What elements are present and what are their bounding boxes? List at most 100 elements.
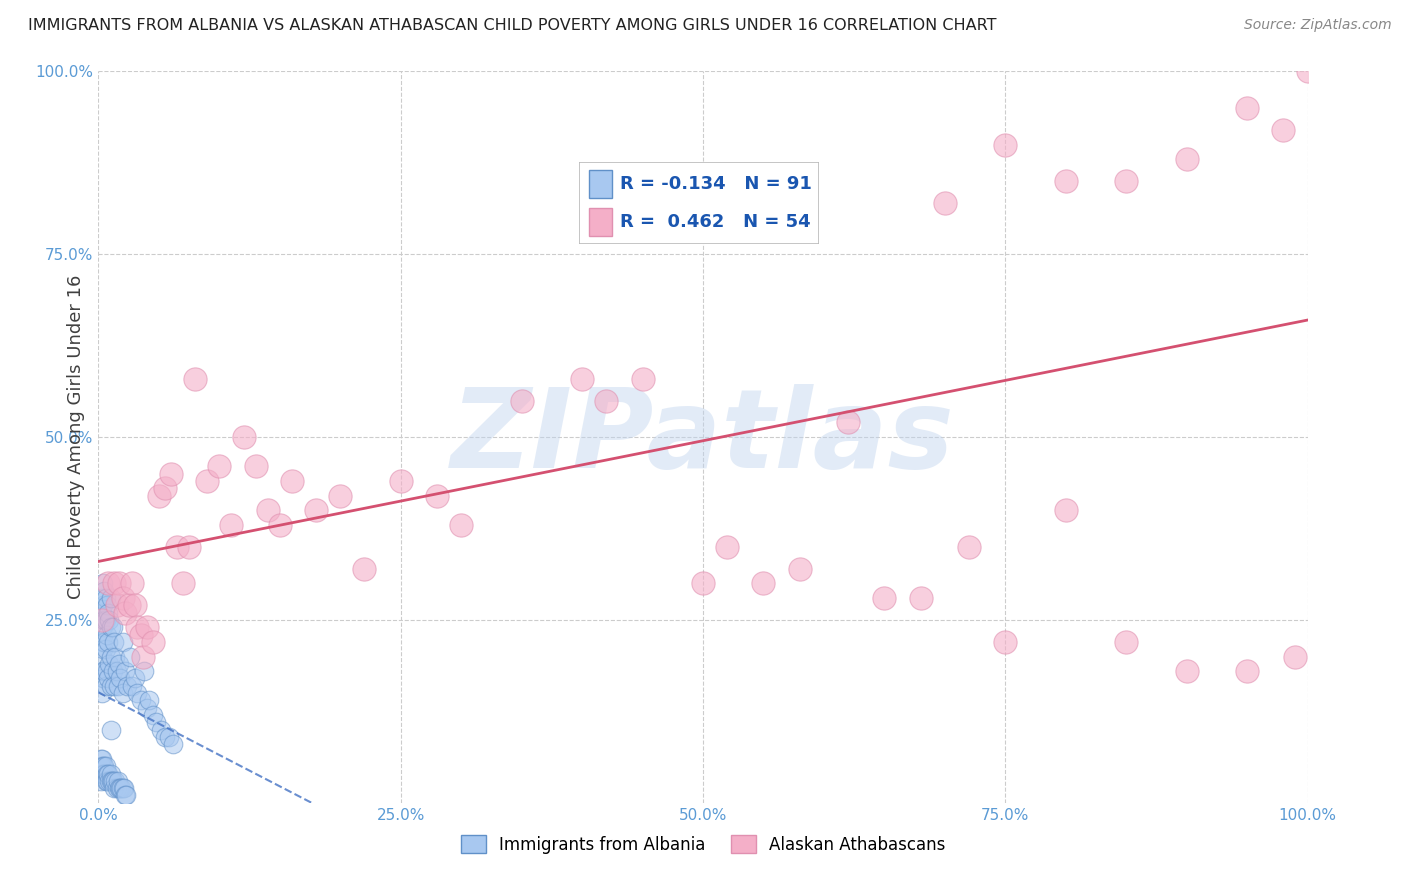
Point: [153, 481, 176, 495]
Point: [1054, 503, 1077, 517]
Point: [121, 679, 143, 693]
Point: [91, 766, 114, 780]
Point: [105, 599, 128, 613]
Point: [101, 620, 124, 634]
Point: [114, 664, 136, 678]
Point: [94, 759, 117, 773]
Point: [1115, 635, 1137, 649]
Point: [110, 781, 132, 796]
FancyBboxPatch shape: [579, 162, 818, 244]
Point: [269, 517, 291, 532]
Point: [91, 649, 114, 664]
Point: [135, 700, 157, 714]
Point: [121, 576, 143, 591]
Point: [114, 789, 136, 803]
Point: [93, 766, 115, 780]
Point: [1054, 174, 1077, 188]
Point: [103, 635, 125, 649]
Text: R =  0.462   N = 54: R = 0.462 N = 54: [620, 213, 810, 231]
Point: [195, 474, 218, 488]
Text: Source: ZipAtlas.com: Source: ZipAtlas.com: [1244, 18, 1392, 32]
Point: [426, 489, 449, 503]
Point: [150, 723, 173, 737]
Point: [329, 489, 352, 503]
Point: [994, 635, 1017, 649]
Point: [91, 576, 114, 591]
Point: [132, 649, 155, 664]
Point: [96, 627, 118, 641]
Point: [94, 773, 117, 788]
Point: [1175, 152, 1198, 166]
Point: [208, 459, 231, 474]
Point: [595, 393, 617, 408]
Point: [571, 371, 593, 385]
Point: [108, 672, 131, 686]
Point: [1175, 664, 1198, 678]
Point: [184, 371, 207, 385]
Point: [91, 672, 114, 686]
Point: [94, 642, 117, 657]
Point: [93, 635, 115, 649]
Point: [305, 503, 328, 517]
Point: [97, 606, 120, 620]
Point: [172, 576, 194, 591]
Point: [107, 679, 129, 693]
Point: [256, 503, 278, 517]
Point: [142, 708, 165, 723]
Point: [91, 766, 114, 780]
Point: [96, 766, 118, 780]
Point: [153, 730, 176, 744]
Point: [105, 781, 128, 796]
Point: [148, 489, 170, 503]
Point: [1236, 664, 1258, 678]
Point: [111, 781, 134, 796]
Point: [103, 781, 125, 796]
Point: [692, 576, 714, 591]
Point: [127, 620, 149, 634]
Point: [111, 686, 134, 700]
Point: [96, 664, 118, 678]
Point: [142, 635, 165, 649]
Point: [97, 672, 120, 686]
Point: [91, 759, 114, 773]
Point: [166, 540, 188, 554]
Point: [934, 196, 956, 211]
Point: [112, 781, 135, 796]
Text: IMMIGRANTS FROM ALBANIA VS ALASKAN ATHABASCAN CHILD POVERTY AMONG GIRLS UNDER 16: IMMIGRANTS FROM ALBANIA VS ALASKAN ATHAB…: [28, 18, 997, 33]
Point: [111, 591, 134, 605]
Point: [98, 657, 121, 671]
Point: [100, 773, 122, 788]
Point: [100, 620, 122, 634]
Point: [1115, 174, 1137, 188]
Point: [145, 715, 167, 730]
Point: [93, 759, 115, 773]
Point: [135, 620, 157, 634]
FancyBboxPatch shape: [589, 208, 613, 236]
Point: [179, 540, 201, 554]
Point: [108, 781, 131, 796]
Point: [91, 620, 114, 634]
Point: [97, 766, 120, 780]
Point: [91, 642, 114, 657]
Point: [90, 752, 112, 766]
Point: [91, 606, 114, 620]
Point: [910, 591, 932, 605]
Point: [103, 576, 125, 591]
Point: [91, 620, 114, 634]
FancyBboxPatch shape: [589, 170, 613, 198]
Text: R = -0.134   N = 91: R = -0.134 N = 91: [620, 175, 811, 194]
Point: [124, 672, 146, 686]
Point: [101, 773, 124, 788]
Point: [93, 583, 115, 598]
Point: [389, 474, 412, 488]
Point: [752, 576, 775, 591]
Point: [91, 752, 114, 766]
Point: [245, 459, 267, 474]
Point: [91, 686, 114, 700]
Point: [91, 664, 114, 678]
Point: [124, 599, 146, 613]
Point: [1236, 101, 1258, 115]
Point: [91, 591, 114, 605]
Point: [108, 576, 131, 591]
Point: [101, 664, 124, 678]
